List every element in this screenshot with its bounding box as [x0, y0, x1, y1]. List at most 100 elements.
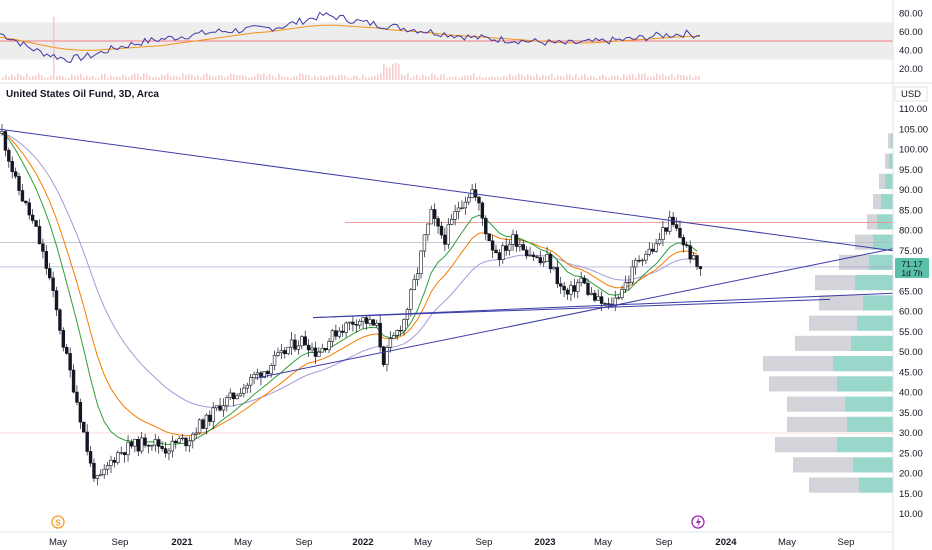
volume-bar [386, 67, 388, 80]
candle-body [54, 290, 59, 311]
volume-bar [443, 74, 445, 80]
price-tick-label: 35.00 [899, 408, 923, 419]
candle-body [504, 245, 508, 251]
volume-profile-bar [855, 275, 893, 291]
volume-bar [116, 76, 118, 80]
descending-trendline[interactable] [0, 128, 894, 252]
volume-bar [455, 76, 457, 80]
candle-body [698, 266, 703, 270]
volume-bar [401, 74, 403, 80]
candle-body [678, 227, 682, 238]
volume-bar [71, 74, 73, 80]
candle-body [51, 277, 55, 291]
volume-bar [182, 73, 184, 80]
volume-bar [590, 76, 592, 80]
volume-bar [398, 63, 400, 80]
volume-bar [119, 76, 121, 80]
candle-body [30, 214, 35, 221]
candle-body [616, 297, 621, 299]
volume-bar [491, 76, 493, 80]
candle-body [330, 330, 335, 342]
volume-profile-bar [867, 214, 877, 230]
candle-body [99, 473, 103, 476]
candle-body [603, 303, 607, 305]
volume-bar [479, 76, 481, 80]
volume-bar [485, 77, 487, 80]
volume-bar [92, 76, 94, 80]
candle-body [323, 347, 328, 351]
volume-bar [188, 74, 190, 80]
volume-bar [413, 76, 415, 80]
volume-bar [503, 75, 505, 80]
candle-body [27, 202, 31, 216]
candle-body [214, 405, 219, 409]
volume-bar [230, 73, 232, 80]
candle-body [194, 432, 198, 435]
candle-body [596, 296, 600, 301]
volume-bar [11, 74, 13, 80]
volume-bar [497, 76, 499, 80]
ema-50-line [1, 132, 698, 446]
candle-body [351, 321, 355, 325]
candle-body [688, 245, 692, 260]
volume-bar [395, 63, 397, 80]
volume-bar [428, 76, 430, 80]
candle-body [211, 407, 215, 422]
support-trendline[interactable] [312, 292, 894, 319]
volume-profile-bar [809, 315, 857, 331]
candle-body [238, 392, 243, 397]
candle-body [388, 338, 393, 348]
candle-body [463, 201, 468, 209]
price-tick-label: 75.00 [899, 246, 923, 257]
time-axis[interactable]: May Sep 2021 May Sep 2022 May Sep 2023 May Sep 2024… [49, 537, 854, 548]
volume-bar [449, 76, 451, 80]
earnings-icon[interactable] [691, 515, 705, 529]
volume-bar [392, 63, 394, 80]
candle-body [170, 440, 175, 452]
volume-bar [416, 74, 418, 80]
ascending-trendline[interactable] [254, 248, 894, 379]
candle-body [562, 285, 566, 291]
volume-profile-bar [869, 254, 893, 270]
volume-bar [647, 76, 649, 80]
candle-body [146, 445, 151, 447]
volume-bar [437, 77, 439, 80]
volume-bar [515, 75, 517, 80]
volume-bar [542, 74, 544, 80]
currency-box[interactable] [894, 86, 928, 102]
dividend-icon[interactable]: S [51, 515, 65, 529]
candle-body [174, 440, 178, 444]
price-tick-label: 15.00 [899, 489, 923, 500]
volume-bar [533, 76, 535, 80]
candle-body [518, 244, 522, 247]
candle-body [375, 322, 379, 326]
volume-profile-bar [873, 194, 881, 210]
price-tick-label: 40.00 [899, 388, 923, 399]
candle-body [613, 297, 617, 307]
candle-body [668, 216, 672, 232]
candle-body [538, 257, 542, 264]
candle-body [347, 321, 352, 324]
candle-body [541, 261, 546, 264]
time-tick-label: Sep [656, 537, 673, 548]
volume-profile-bar [815, 275, 855, 291]
volume-bar [467, 75, 469, 80]
currency-label[interactable]: USD [901, 89, 921, 100]
volume-bar [239, 75, 241, 80]
candle-body [429, 209, 433, 225]
ema-200-line [1, 132, 698, 408]
volume-bar [287, 76, 289, 80]
volume-bar [545, 75, 547, 80]
candle-body [92, 462, 96, 479]
support-trendline-lower[interactable] [312, 298, 831, 319]
candle-body [364, 317, 369, 324]
volume-bar [614, 75, 616, 80]
volume-profile-bar [769, 376, 837, 392]
candle-body [136, 439, 140, 452]
rsi-tick-label: 60.00 [899, 27, 923, 38]
candle-body [153, 439, 158, 446]
volume-bar [296, 76, 298, 80]
volume-bar [8, 76, 10, 80]
time-tick-label: 2021 [171, 537, 193, 548]
